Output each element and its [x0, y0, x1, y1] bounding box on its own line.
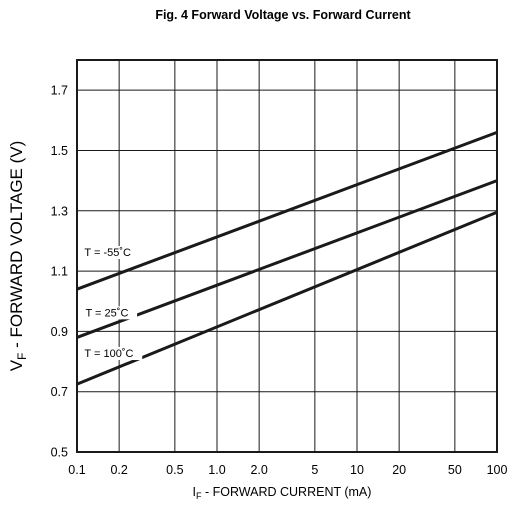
x-tick-label: 50: [448, 463, 462, 477]
x-tick-labels: 0.1 0.2 0.5 1.0 2.0 5 10 20 50 100: [68, 463, 507, 477]
x-tick-label: 0.5: [166, 463, 183, 477]
x-axis-label-sub: F: [196, 491, 202, 501]
series-lines: [76, 130, 498, 386]
x-tick-label: 2.0: [250, 463, 267, 477]
series-label-background: [82, 347, 143, 361]
y-axis-label: VF - FORWARD VOLTAGE (V): [7, 141, 29, 372]
x-tick-label: 10: [350, 463, 364, 477]
series-line: [76, 210, 498, 386]
series-label-background: [82, 246, 143, 259]
x-tick-label: 0.2: [110, 463, 127, 477]
y-tick-label: 0.7: [51, 385, 68, 399]
y-tick-label: 1.1: [51, 265, 68, 279]
x-tick-label: 0.1: [68, 463, 85, 477]
series-labels: T = -55˚C T = 25˚C T = 100˚C: [82, 246, 143, 361]
y-tick-label: 0.9: [51, 325, 68, 339]
x-tick-label: 20: [392, 463, 406, 477]
series-line: [76, 179, 498, 339]
y-axis-label-sub: F: [15, 353, 29, 360]
grid: [77, 60, 497, 452]
series-label: T = 100˚C: [84, 348, 133, 360]
x-axis-label-rest: - FORWARD CURRENT (mA): [202, 485, 372, 499]
y-axis-label-main: V: [7, 359, 26, 371]
y-tick-label: 1.5: [51, 144, 68, 158]
y-tick-label: 1.3: [51, 204, 68, 218]
y-tick-label: 1.7: [51, 84, 68, 98]
y-tick-labels: 0.5 0.7 0.9 1.1 1.3 1.5 1.7: [51, 84, 68, 460]
series-line: [76, 130, 498, 291]
y-axis-label-rest: - FORWARD VOLTAGE (V): [7, 141, 26, 353]
series-label: T = -55˚C: [84, 247, 131, 259]
x-tick-label: 5: [311, 463, 318, 477]
chart-title: Fig. 4 Forward Voltage vs. Forward Curre…: [155, 8, 411, 22]
series-label-background: [83, 306, 138, 320]
x-tick-label: 1.0: [208, 463, 225, 477]
x-axis-label: IF - FORWARD CURRENT (mA): [193, 485, 372, 501]
x-axis-label-main: I: [193, 485, 196, 499]
series-label: T = 25˚C: [85, 307, 128, 319]
x-tick-label: 100: [487, 463, 508, 477]
y-tick-label: 0.5: [51, 446, 68, 460]
plot-frame: [76, 59, 498, 453]
